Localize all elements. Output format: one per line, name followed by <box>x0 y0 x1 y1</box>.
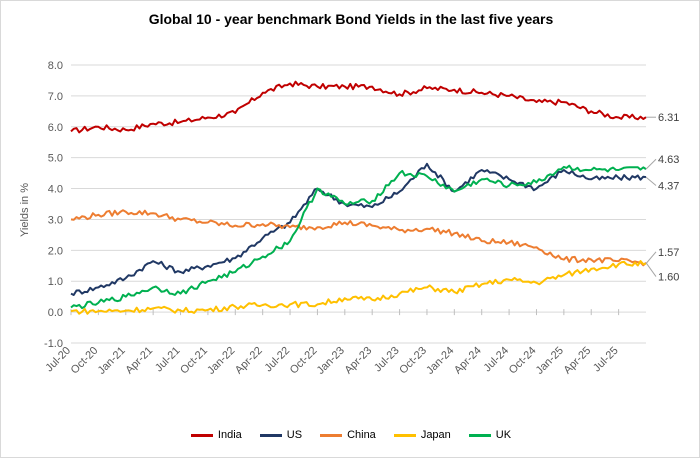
series-line-us <box>70 162 647 296</box>
x-tick-label: Jul-24 <box>482 345 512 375</box>
legend-item-india: India <box>190 429 242 441</box>
legend-swatch <box>320 433 343 437</box>
x-tick-label: Apr-24 <box>452 345 484 377</box>
grid-lines <box>71 64 646 344</box>
legend-label: China <box>347 429 376 441</box>
legend-swatch <box>259 433 282 437</box>
y-tick-label: 5.0 <box>48 153 63 165</box>
y-tick-label: 4.0 <box>48 184 63 196</box>
x-tick-label: Jul-25 <box>591 345 621 375</box>
x-tick-label: Jul-22 <box>262 345 292 375</box>
x-tick-label: Oct-22 <box>288 345 320 377</box>
end-label-leader <box>645 251 657 264</box>
legend-label: India <box>217 429 242 441</box>
x-tick-label: Oct-21 <box>178 345 210 377</box>
legend-swatch <box>468 433 491 437</box>
legend-swatch <box>190 433 213 437</box>
y-tick-label: 7.0 <box>48 91 63 103</box>
y-tick-label: 0.0 <box>48 307 63 319</box>
x-tick-label: Jan-23 <box>315 345 347 377</box>
y-tick-label: -1.0 <box>44 338 63 350</box>
x-tick-label: Oct-23 <box>397 345 429 377</box>
x-tick-label: Jul-21 <box>153 345 183 375</box>
x-tick-label: Oct-20 <box>69 345 101 377</box>
series-line-uk <box>70 164 647 310</box>
legend-item-uk: UK <box>468 429 512 441</box>
y-tick-label: 2.0 <box>48 245 63 257</box>
x-tick-label: Jan-24 <box>424 345 456 377</box>
series-lines <box>70 80 647 315</box>
x-tick-label: Jul-23 <box>372 345 402 375</box>
x-tick-label: Apr-25 <box>562 345 594 377</box>
legend-item-japan: Japan <box>393 429 451 441</box>
x-tick-label: Apr-22 <box>233 345 265 377</box>
y-tick-label: 6.0 <box>48 122 63 134</box>
x-tick-label: Jan-25 <box>534 345 566 377</box>
series-line-china <box>70 209 647 267</box>
y-tick-label: 1.0 <box>48 276 63 288</box>
series-line-japan <box>70 260 647 315</box>
end-label-leader <box>645 176 657 186</box>
y-tick-labels: 8.0 7.0 6.0 5.0 4.0 3.0 2.0 1.0 0.0 -1.0 <box>44 60 63 350</box>
y-tick-label: 3.0 <box>48 214 63 226</box>
legend-label: US <box>286 429 303 441</box>
legend-label: Japan <box>420 429 451 441</box>
legend-swatch <box>393 433 416 437</box>
legend-item-china: China <box>320 429 376 441</box>
y-tick-label: 8.0 <box>48 60 63 72</box>
legend: India US China Japan UK <box>1 429 700 441</box>
end-label-us: 4.37 <box>658 180 679 192</box>
chart-plot: 8.07.06.05.04.03.02.01.00.0-1.0 Jul-20Oc… <box>43 60 679 377</box>
end-label-japan: 1.57 <box>658 247 679 259</box>
end-label-china: 1.60 <box>658 272 679 284</box>
x-tick-label: Apr-23 <box>342 345 374 377</box>
chart-title: Global 10 - year benchmark Bond Yields i… <box>148 11 554 27</box>
legend-label: UK <box>495 429 512 441</box>
end-label-leader <box>645 262 657 277</box>
end-labels: 6.31 4.63 4.37 1.57 1.60 <box>645 112 679 284</box>
end-label-india: 6.31 <box>658 112 679 124</box>
series-line-india <box>70 80 647 134</box>
x-tick-label: Oct-24 <box>507 345 539 377</box>
legend-item-us: US <box>259 429 303 441</box>
x-tick-label: Jan-22 <box>205 345 237 377</box>
end-label-leader <box>645 158 657 170</box>
end-label-uk: 4.63 <box>658 154 679 166</box>
x-tick-label: Jan-21 <box>96 345 128 377</box>
x-tick-label: Apr-21 <box>123 345 155 377</box>
